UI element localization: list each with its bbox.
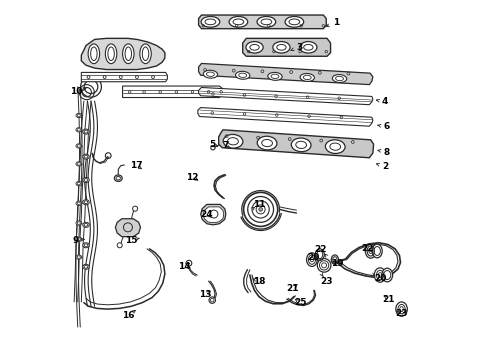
Ellipse shape bbox=[82, 222, 89, 227]
Ellipse shape bbox=[76, 128, 81, 132]
Ellipse shape bbox=[325, 140, 345, 153]
Text: 25: 25 bbox=[293, 298, 305, 307]
Text: 20: 20 bbox=[306, 253, 319, 262]
Text: 23: 23 bbox=[394, 309, 407, 318]
Text: 7: 7 bbox=[222, 141, 228, 150]
Text: 20: 20 bbox=[373, 274, 386, 283]
Ellipse shape bbox=[82, 154, 89, 159]
Ellipse shape bbox=[76, 255, 81, 259]
Polygon shape bbox=[198, 15, 325, 29]
Ellipse shape bbox=[76, 237, 81, 241]
Ellipse shape bbox=[257, 136, 276, 150]
Ellipse shape bbox=[395, 302, 407, 316]
Ellipse shape bbox=[76, 162, 81, 166]
Text: 17: 17 bbox=[130, 161, 142, 170]
Ellipse shape bbox=[105, 44, 117, 64]
Polygon shape bbox=[122, 86, 223, 98]
Text: 2: 2 bbox=[381, 162, 387, 171]
Text: 12: 12 bbox=[186, 173, 198, 182]
Ellipse shape bbox=[82, 200, 89, 205]
Text: 13: 13 bbox=[199, 290, 212, 299]
Text: 4: 4 bbox=[381, 97, 387, 106]
Ellipse shape bbox=[223, 134, 243, 148]
Polygon shape bbox=[201, 204, 225, 225]
Text: 24: 24 bbox=[200, 210, 213, 219]
Text: 21: 21 bbox=[286, 284, 299, 293]
Ellipse shape bbox=[82, 129, 89, 134]
Ellipse shape bbox=[122, 44, 134, 64]
Ellipse shape bbox=[300, 73, 314, 81]
Ellipse shape bbox=[114, 175, 122, 181]
Ellipse shape bbox=[299, 41, 316, 53]
Ellipse shape bbox=[272, 41, 289, 53]
Ellipse shape bbox=[291, 138, 310, 152]
Ellipse shape bbox=[228, 17, 247, 27]
Polygon shape bbox=[81, 72, 167, 82]
Polygon shape bbox=[242, 39, 330, 56]
Text: 19: 19 bbox=[330, 259, 343, 268]
Text: 23: 23 bbox=[319, 276, 332, 285]
Ellipse shape bbox=[82, 177, 89, 183]
Ellipse shape bbox=[76, 221, 81, 225]
Text: 3: 3 bbox=[295, 43, 302, 52]
Ellipse shape bbox=[371, 244, 382, 258]
Text: 11: 11 bbox=[252, 200, 264, 209]
Text: 5: 5 bbox=[209, 140, 215, 149]
Polygon shape bbox=[115, 219, 140, 237]
Ellipse shape bbox=[285, 17, 303, 27]
Text: 22: 22 bbox=[360, 244, 373, 253]
Ellipse shape bbox=[208, 297, 215, 303]
Polygon shape bbox=[218, 130, 373, 158]
Ellipse shape bbox=[82, 243, 89, 248]
Polygon shape bbox=[198, 87, 372, 105]
Ellipse shape bbox=[201, 17, 219, 27]
Ellipse shape bbox=[82, 264, 89, 269]
Text: 6: 6 bbox=[382, 122, 388, 131]
Ellipse shape bbox=[235, 71, 249, 79]
Polygon shape bbox=[81, 39, 164, 69]
Ellipse shape bbox=[365, 244, 375, 258]
Ellipse shape bbox=[257, 17, 275, 27]
Ellipse shape bbox=[117, 243, 122, 248]
Ellipse shape bbox=[245, 41, 263, 53]
Text: 18: 18 bbox=[253, 276, 265, 285]
Text: 14: 14 bbox=[178, 262, 190, 271]
Text: 8: 8 bbox=[382, 148, 388, 157]
Ellipse shape bbox=[381, 268, 392, 282]
Ellipse shape bbox=[140, 44, 151, 64]
Ellipse shape bbox=[76, 181, 81, 186]
Ellipse shape bbox=[76, 201, 81, 206]
Ellipse shape bbox=[76, 144, 81, 148]
Text: 16: 16 bbox=[122, 311, 134, 320]
Ellipse shape bbox=[332, 75, 346, 82]
Text: 9: 9 bbox=[73, 236, 79, 245]
Ellipse shape bbox=[267, 72, 282, 80]
Text: 15: 15 bbox=[125, 236, 138, 245]
Ellipse shape bbox=[76, 113, 81, 118]
Ellipse shape bbox=[203, 70, 217, 78]
Text: 1: 1 bbox=[332, 18, 338, 27]
Text: 22: 22 bbox=[314, 246, 326, 255]
Ellipse shape bbox=[258, 208, 262, 211]
Ellipse shape bbox=[373, 268, 385, 282]
Ellipse shape bbox=[132, 206, 137, 211]
Ellipse shape bbox=[185, 260, 191, 266]
Ellipse shape bbox=[88, 44, 100, 64]
Polygon shape bbox=[198, 108, 372, 126]
Text: 10: 10 bbox=[70, 86, 82, 95]
Text: 21: 21 bbox=[382, 294, 394, 303]
Polygon shape bbox=[198, 63, 372, 85]
Polygon shape bbox=[203, 207, 223, 223]
